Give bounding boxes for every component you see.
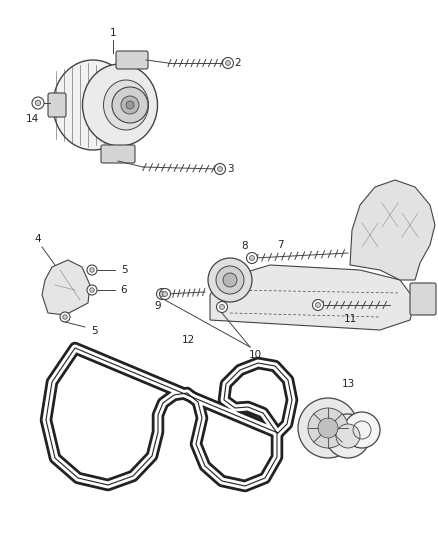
- Circle shape: [63, 315, 67, 319]
- Circle shape: [223, 58, 233, 69]
- Circle shape: [218, 166, 223, 172]
- Circle shape: [250, 255, 254, 261]
- Circle shape: [315, 303, 321, 308]
- Ellipse shape: [103, 80, 148, 130]
- Text: 1: 1: [110, 28, 117, 38]
- Circle shape: [87, 265, 97, 275]
- Text: 5: 5: [91, 326, 97, 336]
- Circle shape: [308, 408, 348, 448]
- Circle shape: [216, 266, 244, 294]
- Circle shape: [159, 292, 165, 296]
- Circle shape: [223, 273, 237, 287]
- Ellipse shape: [82, 64, 158, 146]
- Circle shape: [90, 288, 94, 292]
- Circle shape: [32, 97, 44, 109]
- FancyBboxPatch shape: [48, 93, 66, 117]
- Text: 11: 11: [343, 314, 357, 324]
- Circle shape: [159, 288, 170, 300]
- FancyBboxPatch shape: [116, 51, 148, 69]
- Text: 2: 2: [235, 58, 241, 68]
- Text: 3: 3: [227, 164, 233, 174]
- Text: 13: 13: [341, 379, 355, 389]
- Polygon shape: [350, 180, 435, 280]
- Circle shape: [215, 164, 226, 174]
- Circle shape: [226, 61, 230, 66]
- Circle shape: [336, 424, 360, 448]
- Text: 6: 6: [121, 285, 127, 295]
- Circle shape: [208, 258, 252, 302]
- Circle shape: [112, 87, 148, 123]
- Circle shape: [344, 412, 380, 448]
- Polygon shape: [210, 265, 415, 330]
- Circle shape: [156, 288, 167, 300]
- Circle shape: [247, 253, 258, 263]
- Circle shape: [216, 302, 227, 312]
- Circle shape: [312, 300, 324, 311]
- Text: 9: 9: [155, 301, 161, 311]
- Text: 8: 8: [242, 241, 248, 251]
- Text: 5: 5: [121, 265, 127, 275]
- Circle shape: [219, 304, 224, 310]
- Text: 14: 14: [25, 114, 39, 124]
- FancyBboxPatch shape: [410, 283, 436, 315]
- Text: 4: 4: [35, 234, 41, 244]
- Circle shape: [298, 398, 358, 458]
- Circle shape: [87, 285, 97, 295]
- Ellipse shape: [53, 60, 133, 150]
- FancyBboxPatch shape: [101, 145, 135, 163]
- Circle shape: [121, 96, 139, 114]
- Text: 10: 10: [248, 350, 261, 360]
- Circle shape: [326, 414, 370, 458]
- Circle shape: [162, 292, 167, 296]
- Polygon shape: [42, 260, 90, 315]
- Text: 12: 12: [181, 335, 194, 345]
- Circle shape: [60, 312, 70, 322]
- Circle shape: [90, 268, 94, 272]
- Circle shape: [318, 418, 338, 438]
- Circle shape: [35, 100, 41, 106]
- Circle shape: [126, 101, 134, 109]
- Text: 7: 7: [277, 240, 283, 250]
